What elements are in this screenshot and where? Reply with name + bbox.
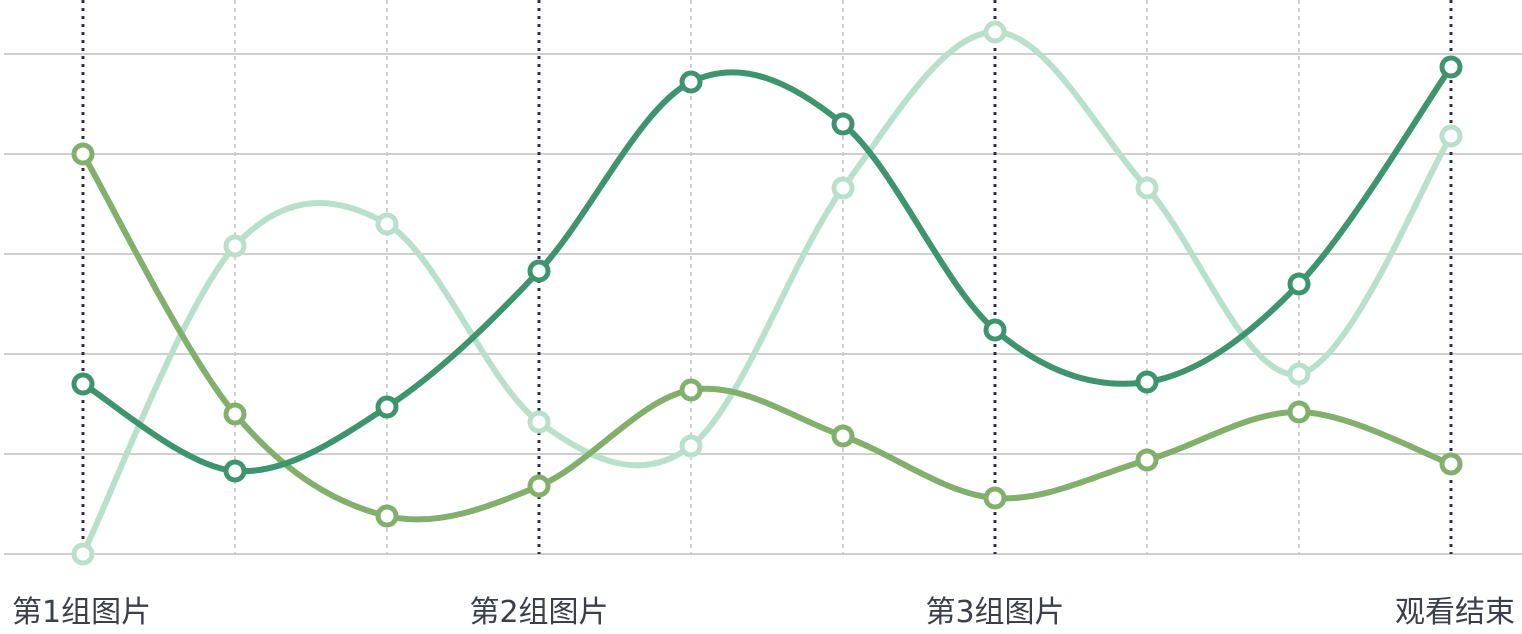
series-1-point-8 xyxy=(1287,272,1311,296)
series-2-point-1 xyxy=(223,402,247,426)
series-lines xyxy=(80,29,1454,557)
x-tick-label: 观看结束 xyxy=(1395,595,1515,630)
series-2-point-2 xyxy=(375,504,399,528)
horizontal-gridlines xyxy=(4,53,1522,555)
series-2-point-9 xyxy=(1439,452,1463,476)
series-2-point-6 xyxy=(983,486,1007,510)
series-3-point-4 xyxy=(679,434,703,458)
series-line-1 xyxy=(80,64,1454,475)
series-3-point-6 xyxy=(983,20,1007,44)
series-3-point-3 xyxy=(527,410,551,434)
series-3-point-5 xyxy=(831,176,855,200)
series-3-point-2 xyxy=(375,212,399,236)
series-points xyxy=(71,20,1463,566)
series-2-point-3 xyxy=(527,474,551,498)
series-2-point-0 xyxy=(71,142,95,166)
series-2-point-4 xyxy=(679,378,703,402)
x-tick-label: 第1组图片 xyxy=(12,595,151,630)
vertical-gridlines xyxy=(81,0,1453,554)
x-axis-tick-labels: 第1组图片 第2组图片 第3组图片 观看结束 xyxy=(12,595,1515,630)
x-tick-label: 第3组图片 xyxy=(925,595,1064,630)
series-3-point-0 xyxy=(71,542,95,566)
series-2-point-5 xyxy=(831,424,855,448)
series-3-point-1 xyxy=(223,234,247,258)
series-2-point-7 xyxy=(1135,448,1159,472)
x-tick-label: 第2组图片 xyxy=(469,595,608,630)
series-1-point-1 xyxy=(223,459,247,483)
series-2-point-8 xyxy=(1287,400,1311,424)
series-1-point-6 xyxy=(983,318,1007,342)
series-1-point-0 xyxy=(71,372,95,396)
series-1-point-7 xyxy=(1135,370,1159,394)
series-3-point-9 xyxy=(1439,124,1463,148)
series-1-point-5 xyxy=(831,112,855,136)
series-3-point-8 xyxy=(1287,362,1311,386)
series-line-2 xyxy=(80,151,1454,523)
series-1-point-3 xyxy=(527,259,551,283)
series-line-3 xyxy=(80,29,1454,557)
series-1-point-2 xyxy=(375,395,399,419)
series-3-point-7 xyxy=(1135,176,1159,200)
series-1-point-9 xyxy=(1439,55,1463,79)
series-1-point-4 xyxy=(679,70,703,94)
